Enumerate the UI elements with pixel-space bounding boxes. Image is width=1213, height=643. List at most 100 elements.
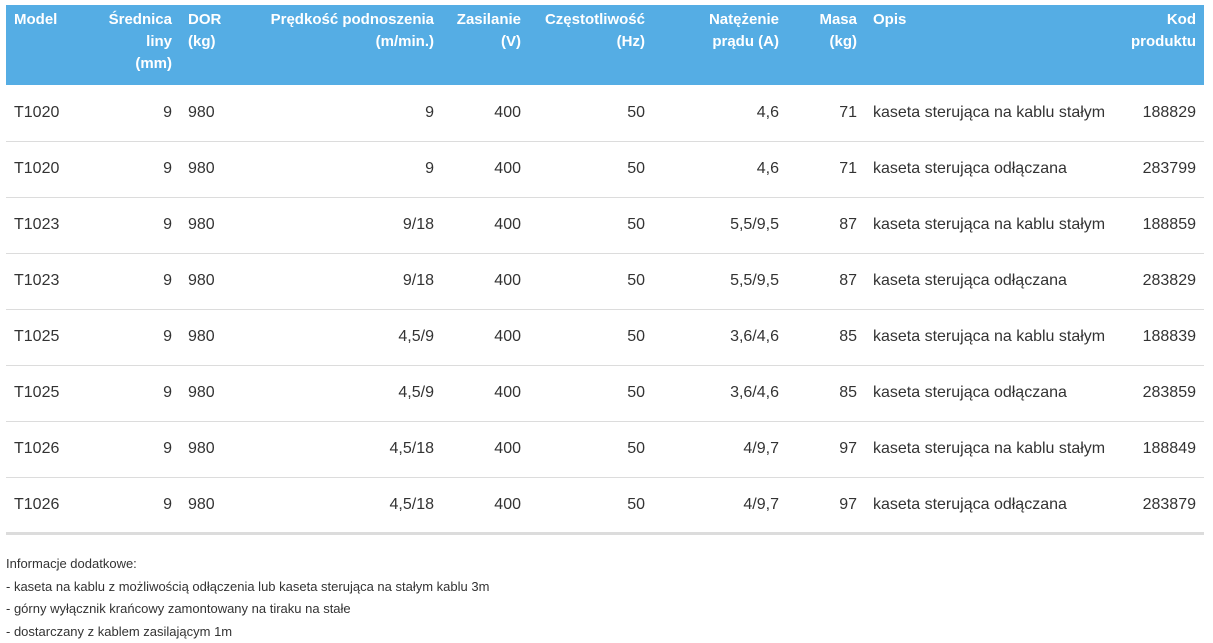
table-cell: 97: [787, 421, 865, 477]
table-cell: 9: [260, 141, 442, 197]
table-cell: 980: [180, 85, 260, 141]
table-cell: 400: [442, 309, 529, 365]
table-cell: kaseta sterująca na kablu stałym: [865, 85, 1117, 141]
table-cell: 9: [92, 197, 180, 253]
column-header-line: prądu (A): [661, 31, 779, 53]
table-cell: 980: [180, 477, 260, 533]
table-cell: 188849: [1117, 421, 1204, 477]
table-cell: kaseta sterująca odłączana: [865, 253, 1117, 309]
table-cell: 283829: [1117, 253, 1204, 309]
table-cell: 400: [442, 141, 529, 197]
table-cell: 9: [92, 365, 180, 421]
table-cell: 400: [442, 85, 529, 141]
table-cell: 50: [529, 253, 653, 309]
column-header-line: Natężenie: [661, 9, 779, 31]
table-cell: 87: [787, 197, 865, 253]
column-header: Zasilanie(V): [442, 5, 529, 85]
table-cell: 4,5/18: [260, 421, 442, 477]
table-cell: kaseta sterująca odłączana: [865, 477, 1117, 533]
table-cell: 9: [92, 141, 180, 197]
column-header-line: liny: [100, 31, 172, 53]
notes-title: Informacje dodatkowe:: [6, 553, 489, 576]
table-cell: 50: [529, 421, 653, 477]
table-cell: 87: [787, 253, 865, 309]
table-cell: T1020: [6, 141, 92, 197]
table-cell: 9/18: [260, 253, 442, 309]
column-header-line: (mm): [100, 53, 172, 75]
notes-item: - górny wyłącznik krańcowy zamontowany n…: [6, 598, 489, 621]
table-cell: 980: [180, 421, 260, 477]
table-cell: kaseta sterująca na kablu stałym: [865, 309, 1117, 365]
column-header-line: DOR: [188, 9, 252, 31]
table-cell: 4,6: [653, 141, 787, 197]
table-cell: T1023: [6, 197, 92, 253]
column-header-line: Kod: [1125, 9, 1196, 31]
column-header-line: Masa: [795, 9, 857, 31]
notes-item: - dostarczany z kablem zasilającym 1m: [6, 621, 489, 643]
table-cell: 4,6: [653, 85, 787, 141]
table-cell: 97: [787, 477, 865, 533]
table-cell: 9: [92, 253, 180, 309]
column-header: Prędkość podnoszenia(m/min.): [260, 5, 442, 85]
table-cell: 50: [529, 309, 653, 365]
table-cell: 5,5/9,5: [653, 197, 787, 253]
table-cell: 71: [787, 85, 865, 141]
table-cell: 4,5/9: [260, 365, 442, 421]
table-cell: T1020: [6, 85, 92, 141]
column-header: Częstotliwość(Hz): [529, 5, 653, 85]
column-header-line: Zasilanie: [450, 9, 521, 31]
column-header-line: Średnica: [100, 9, 172, 31]
additional-info: Informacje dodatkowe:- kaseta na kablu z…: [6, 553, 489, 643]
table-cell: kaseta sterująca na kablu stałym: [865, 421, 1117, 477]
column-header: Opis: [865, 5, 1117, 85]
table-cell: 50: [529, 477, 653, 533]
table-cell: kaseta sterująca odłączana: [865, 365, 1117, 421]
table-cell: 980: [180, 253, 260, 309]
table-cell: 9: [92, 85, 180, 141]
table-cell: 980: [180, 141, 260, 197]
table-cell: T1025: [6, 365, 92, 421]
table-cell: 4/9,7: [653, 477, 787, 533]
table-cell: 9: [92, 477, 180, 533]
table-cell: 283799: [1117, 141, 1204, 197]
table-cell: 50: [529, 365, 653, 421]
column-header-line: (kg): [188, 31, 252, 53]
table-cell: 4,5/9: [260, 309, 442, 365]
table-cell: 400: [442, 477, 529, 533]
column-header-line: produktu: [1125, 31, 1196, 53]
column-header: Masa(kg): [787, 5, 865, 85]
table-cell: kaseta sterująca odłączana: [865, 141, 1117, 197]
table-cell: kaseta sterująca na kablu stałym: [865, 197, 1117, 253]
table-cell: 71: [787, 141, 865, 197]
table-cell: T1026: [6, 421, 92, 477]
table-cell: 9/18: [260, 197, 442, 253]
table-cell: 980: [180, 309, 260, 365]
table-cell: 4,5/18: [260, 477, 442, 533]
table-cell: 9: [92, 421, 180, 477]
table-cell: 283859: [1117, 365, 1204, 421]
table-cell: 50: [529, 141, 653, 197]
column-header-line: (kg): [795, 31, 857, 53]
table-cell: 188829: [1117, 85, 1204, 141]
table-cell: T1026: [6, 477, 92, 533]
column-header: DOR(kg): [180, 5, 260, 85]
table-cell: 9: [92, 309, 180, 365]
table-cell: 9: [260, 85, 442, 141]
table-cell: 3,6/4,6: [653, 365, 787, 421]
notes-item: - kaseta na kablu z możliwością odłączen…: [6, 576, 489, 599]
table-cell: T1025: [6, 309, 92, 365]
